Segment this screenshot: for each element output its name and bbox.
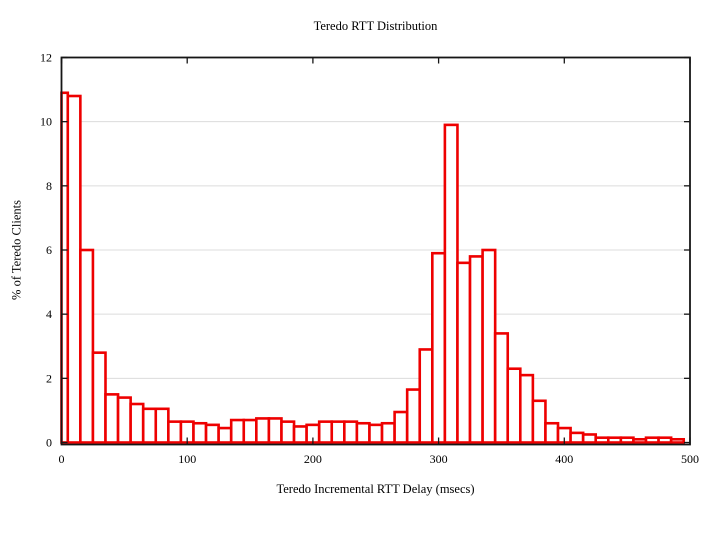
histogram-bar [91,351,107,444]
histogram-bar [657,436,673,444]
histogram-bar [129,402,145,444]
histogram-bar [242,418,258,444]
histogram-bar [619,436,635,444]
histogram-bar [229,418,246,444]
x-tick-label: 0 [59,452,65,466]
histogram-bar [519,373,535,444]
histogram-bar [581,433,598,444]
histogram-bar [343,420,359,444]
histogram-bar [317,420,334,444]
histogram-bar [267,417,283,444]
histogram-bar [506,367,522,444]
y-tick-label: 10 [40,115,52,129]
y-tick-label: 8 [46,179,52,193]
histogram-bar [632,437,648,444]
histogram-bar [418,348,434,444]
histogram-bar [217,426,233,444]
histogram-bar [468,255,484,444]
histogram-bar [368,423,384,444]
histogram-bar [544,421,560,444]
histogram-bar [431,251,447,444]
chart-title: Teredo RTT Distribution [313,19,438,33]
histogram-bar [204,423,220,444]
histogram-bar [280,420,296,444]
histogram-bar [644,436,660,444]
histogram-bar [255,417,271,444]
histogram-bar [393,410,409,444]
x-tick-label: 300 [430,452,448,466]
histogram-bar [669,437,686,444]
histogram-bar [167,420,183,444]
y-tick-label: 0 [46,436,52,450]
plot-border [60,56,691,446]
histogram-bar [154,407,170,444]
x-tick-label: 200 [304,452,322,466]
x-tick-label: 400 [555,452,573,466]
y-tick-label: 6 [46,243,52,257]
x-tick-label: 500 [681,452,699,466]
histogram-bar [380,421,396,444]
histogram-bar [116,396,132,444]
histogram-bar [330,420,346,444]
histogram-bar [443,123,459,444]
x-axis-label: Teredo Incremental RTT Delay (msecs) [276,482,475,496]
histogram-bar [292,425,308,444]
y-tick-label: 2 [46,371,52,385]
histogram-bar [79,248,95,444]
x-tick-label: 100 [178,452,196,466]
histogram-bar [355,421,371,444]
histogram-bar [594,436,610,444]
y-tick-label: 4 [46,307,52,321]
histogram-bar [531,399,547,444]
histogram-bar [104,393,120,444]
histogram-bar [493,332,510,444]
histogram-bar [192,421,208,444]
histogram-bar [66,94,82,444]
histogram-bar [456,261,472,444]
histogram-bar [569,431,585,444]
histogram-bar [405,388,422,444]
histogram-bar [481,248,497,444]
y-tick-label: 12 [40,51,52,65]
histogram-bar [141,407,158,444]
histogram-bar [606,436,623,444]
